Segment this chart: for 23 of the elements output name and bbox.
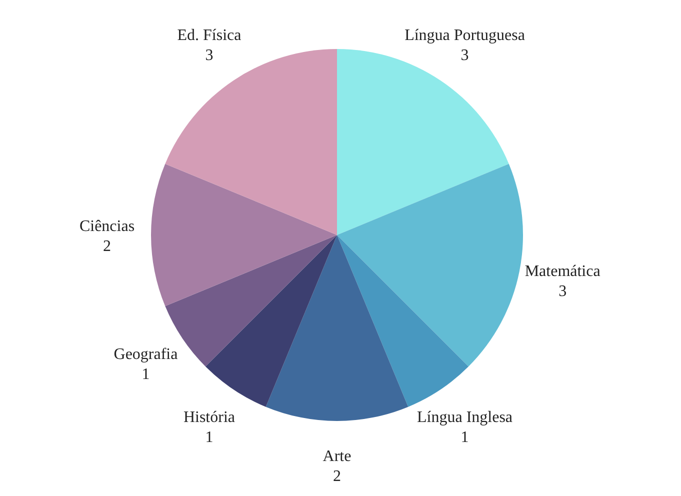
data-label: 1 xyxy=(142,366,150,383)
pie-slice xyxy=(337,235,469,407)
data-label: 2 xyxy=(103,238,111,255)
pie-slice xyxy=(337,164,523,367)
slice-label: Ciências xyxy=(79,218,135,235)
slice-label: Ed. Física xyxy=(177,26,242,44)
slice-label: Geografia xyxy=(114,346,178,363)
pie-slice xyxy=(337,49,509,235)
pie-slice xyxy=(165,49,337,235)
data-label: 3 xyxy=(205,46,214,64)
data-label: 2 xyxy=(333,468,341,485)
pie-slice xyxy=(205,235,337,407)
data-label: 3 xyxy=(558,282,567,300)
slice-label: Arte xyxy=(322,448,352,465)
pie-slice xyxy=(151,164,337,306)
data-label: 1 xyxy=(205,429,214,446)
slice-label: Língua Portuguesa xyxy=(404,26,525,44)
data-label: 1 xyxy=(460,429,469,446)
pie-slice xyxy=(266,235,408,421)
data-label: 3 xyxy=(460,46,469,64)
slice-label: Língua Inglesa xyxy=(417,409,513,426)
slice-label: Matemática xyxy=(524,262,600,280)
slice-label: História xyxy=(183,409,235,426)
